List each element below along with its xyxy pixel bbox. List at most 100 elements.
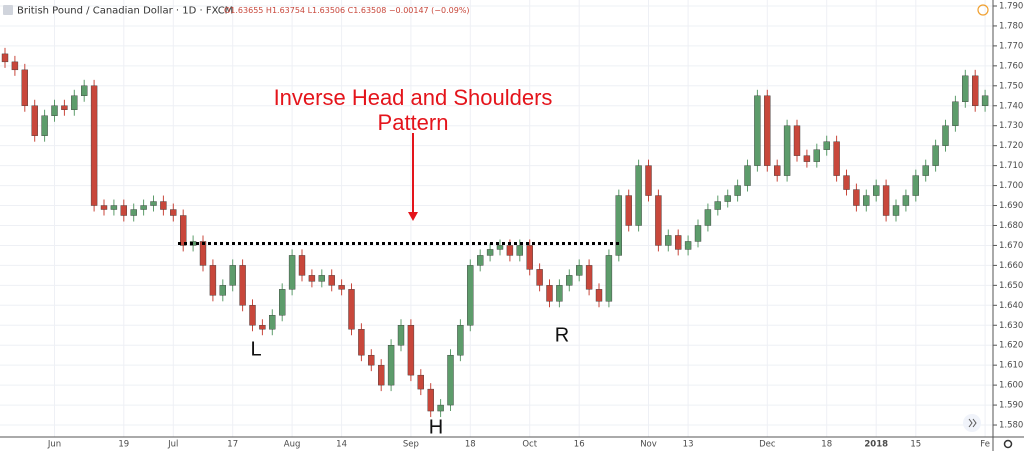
candle-body xyxy=(170,209,177,216)
candle-body xyxy=(615,195,622,256)
candle-body xyxy=(625,195,632,226)
candle-body xyxy=(863,195,870,206)
candle-body xyxy=(853,189,860,206)
y-tick-label: 1.75000 xyxy=(999,81,1024,91)
candle-body xyxy=(655,195,662,246)
head-label: H xyxy=(429,416,443,438)
candle-body xyxy=(358,329,365,356)
y-tick-label: 1.79000 xyxy=(999,1,1024,11)
candle-body xyxy=(437,404,444,412)
y-tick-label: 1.66000 xyxy=(999,261,1024,271)
candle-body xyxy=(407,325,415,376)
y-tick-label: 1.76000 xyxy=(999,61,1024,71)
candle-body xyxy=(41,115,48,136)
candle-body xyxy=(734,185,741,196)
candle-body xyxy=(813,149,820,162)
y-tick-label: 1.78000 xyxy=(999,21,1024,31)
candle-body xyxy=(714,201,721,210)
x-tick-label: 18 xyxy=(821,440,832,450)
candle-body xyxy=(338,285,345,290)
x-tick-label: Sep xyxy=(403,440,419,450)
candle-body xyxy=(605,255,613,302)
grid xyxy=(0,0,993,437)
y-tick-label: 1.69000 xyxy=(999,201,1024,211)
candle-body xyxy=(259,325,266,330)
candle-body xyxy=(417,374,424,390)
candle-body xyxy=(120,205,128,216)
x-tick-label: Jun xyxy=(47,440,61,450)
settings-icon[interactable] xyxy=(1003,439,1013,449)
candle-body xyxy=(694,225,702,242)
ohlc-text: O1.63655 H1.63754 L1.63506 C1.63508 −0.0… xyxy=(224,6,470,15)
y-tick-label: 1.60000 xyxy=(999,381,1024,391)
y-tick-label: 1.65000 xyxy=(999,281,1024,291)
candle-body xyxy=(516,245,523,256)
x-tick-label: Dec xyxy=(759,440,776,450)
candle-body xyxy=(397,325,405,346)
candle-body xyxy=(318,275,325,282)
candle-body xyxy=(665,235,672,246)
candle-body xyxy=(556,285,563,302)
candle-body xyxy=(130,209,137,216)
candle-body xyxy=(952,101,959,126)
x-tick-label: Nov xyxy=(640,440,657,450)
candle-body xyxy=(179,215,187,246)
candle-body xyxy=(239,265,246,306)
candle-body xyxy=(298,255,306,276)
candle-body xyxy=(80,85,88,96)
candle-body xyxy=(774,165,781,176)
pattern-title: Pattern xyxy=(378,110,449,135)
candle-body xyxy=(922,165,929,176)
candle-body xyxy=(635,165,642,226)
candle-body xyxy=(704,209,712,226)
candle-body xyxy=(942,125,949,146)
candle-body xyxy=(902,195,910,206)
candle-body xyxy=(873,185,880,196)
candle-body xyxy=(427,388,434,412)
x-tick-label: Jul xyxy=(167,440,178,450)
candle-body xyxy=(51,105,58,116)
candle-body xyxy=(724,195,731,202)
candle-body xyxy=(140,205,147,210)
x-tick-label: Oct xyxy=(522,440,537,450)
symbol-icon[interactable] xyxy=(3,5,13,15)
candle-body xyxy=(308,275,316,282)
y-tick-label: 1.64000 xyxy=(999,301,1024,311)
candle-body xyxy=(684,241,692,250)
arrow-head xyxy=(408,212,418,221)
candle-body xyxy=(150,201,157,206)
candle-body xyxy=(754,95,761,166)
y-tick-label: 1.67000 xyxy=(999,241,1024,251)
candle-body xyxy=(447,354,454,406)
info-icon[interactable] xyxy=(977,4,989,16)
scroll-icon xyxy=(968,418,977,428)
candle-body xyxy=(11,61,19,71)
y-tick-label: 1.59000 xyxy=(999,401,1024,411)
candle-body xyxy=(764,95,771,166)
candle-body xyxy=(981,95,989,106)
y-tick-label: 1.74000 xyxy=(999,101,1024,111)
x-tick-label: 17 xyxy=(227,440,238,450)
candle-body xyxy=(595,289,603,302)
candle-body xyxy=(882,185,890,216)
x-tick-label: 18 xyxy=(465,440,476,450)
candle-body xyxy=(645,165,652,196)
candle-body xyxy=(100,205,108,210)
candle-body xyxy=(675,235,682,250)
candle-body xyxy=(249,305,256,326)
candle-body xyxy=(269,315,276,330)
candle-body xyxy=(566,275,573,286)
candle-body xyxy=(229,265,236,286)
candle-body xyxy=(110,205,118,210)
candle-body xyxy=(843,175,850,190)
candle-body xyxy=(526,245,533,270)
x-tick-label: 15 xyxy=(910,440,921,450)
candle-body xyxy=(219,285,227,296)
y-tick-label: 1.62000 xyxy=(999,341,1024,351)
candle-body xyxy=(506,245,514,256)
candle-body xyxy=(486,249,494,256)
candle-body xyxy=(31,105,38,136)
candle-body xyxy=(496,245,504,250)
shoulder-label: R xyxy=(555,324,569,346)
